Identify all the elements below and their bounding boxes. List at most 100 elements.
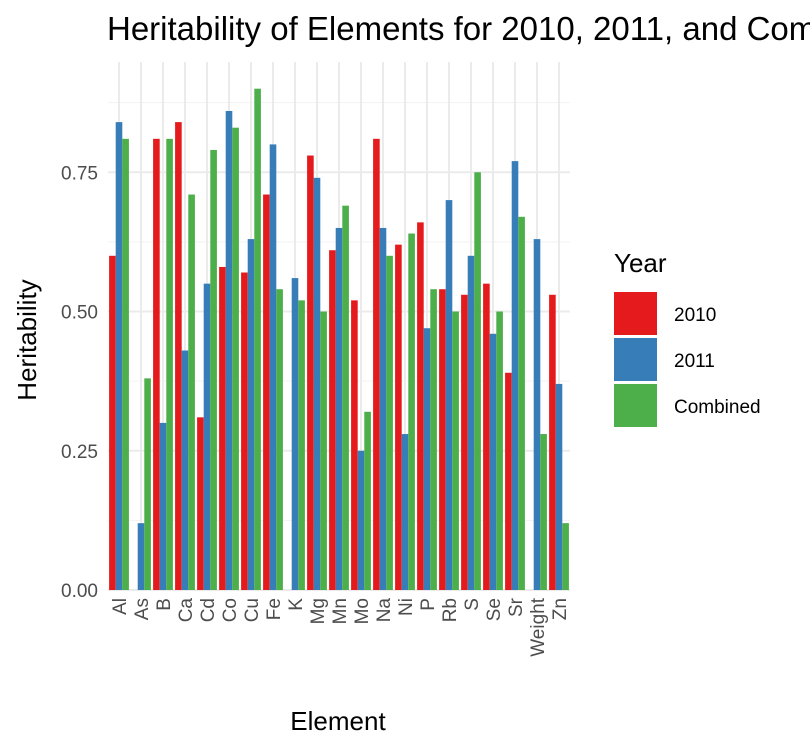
bar-mg-combined — [320, 311, 327, 590]
bar-fe-2011 — [269, 144, 277, 590]
bar-mg-2010 — [307, 155, 314, 591]
x-tick-label: Ca — [176, 598, 197, 623]
bar-mn-2011 — [335, 227, 343, 590]
bar-cd-2010 — [197, 417, 204, 590]
x-tick-label: Se — [484, 598, 505, 621]
bar-cd-2011 — [203, 283, 211, 590]
bar-fe-combined — [276, 289, 283, 590]
bar-sr-2010 — [505, 372, 512, 590]
bar-al-combined — [122, 138, 129, 590]
x-tick-label: Al — [110, 598, 131, 615]
x-tick-label: Na — [374, 598, 395, 623]
bar-rb-combined — [452, 311, 459, 590]
x-tick-label: K — [286, 598, 307, 611]
bar-sr-combined — [518, 216, 525, 590]
bar-na-combined — [386, 255, 393, 591]
bar-mn-2010 — [329, 250, 336, 591]
bar-cu-2010 — [241, 272, 248, 590]
bar-mo-combined — [364, 411, 371, 590]
bar-weight-2011 — [533, 239, 541, 590]
y-tick-label: 0.00 — [61, 581, 98, 602]
x-tick-label: Mg — [308, 598, 329, 624]
y-axis-title: Heritability — [12, 279, 42, 400]
bar-ca-2011 — [181, 350, 189, 590]
bar-mg-2011 — [313, 177, 321, 590]
x-tick-label: Weight — [528, 597, 549, 657]
legend: Year 2010 2011 Combined — [614, 248, 761, 427]
bar-na-2010 — [373, 138, 380, 590]
bar-as-combined — [144, 378, 151, 590]
y-tick-label: 0.25 — [61, 442, 98, 463]
bar-zn-2010 — [549, 294, 556, 590]
x-tick-label: Cd — [198, 598, 219, 622]
bar-ca-combined — [188, 194, 195, 590]
bar-k-2011 — [291, 278, 299, 590]
bar-cu-combined — [254, 88, 261, 590]
bar-b-2010 — [153, 138, 160, 590]
bar-se-combined — [496, 311, 503, 590]
legend-key-2011 — [614, 338, 657, 381]
legend-label-2010: 2010 — [674, 305, 716, 326]
bar-ca-2010 — [175, 122, 182, 591]
y-axis-ticks: 0.00 0.25 0.50 0.75 — [61, 163, 98, 602]
x-tick-label: Rb — [440, 598, 461, 622]
legend-key-2010 — [614, 292, 657, 335]
legend-key-combined — [614, 384, 657, 427]
chart-title: Heritability of Elements for 2010, 2011,… — [107, 10, 810, 47]
bar-p-combined — [430, 289, 437, 590]
bar-al-2010 — [109, 255, 116, 591]
bar-ni-combined — [408, 233, 415, 590]
x-tick-label: Ni — [396, 598, 417, 616]
bar-zn-combined — [562, 523, 569, 590]
bar-ni-2010 — [395, 244, 402, 590]
bar-mo-2010 — [351, 300, 358, 590]
legend-title: Year — [614, 248, 667, 278]
y-tick-label: 0.50 — [61, 303, 98, 324]
x-axis-ticks: Al As B Ca Cd Co Cu Fe K Mg Mn Mo Na Ni P Rb S Se Sr Weight… — [110, 597, 571, 657]
bar-mn-combined — [342, 205, 349, 591]
x-tick-label: Co — [220, 598, 241, 622]
x-tick-label: Cu — [242, 598, 263, 622]
bar-co-2010 — [219, 266, 226, 590]
bar-na-2011 — [379, 227, 387, 590]
x-tick-label: Sr — [506, 597, 527, 617]
bar-al-2011 — [115, 122, 123, 591]
bar-s-combined — [474, 172, 481, 590]
legend-label-combined: Combined — [674, 397, 761, 418]
x-tick-label: Mo — [352, 598, 373, 624]
bar-fe-2010 — [263, 194, 270, 590]
x-tick-label: Mn — [330, 598, 351, 624]
bar-b-combined — [166, 138, 173, 590]
legend-label-2011: 2011 — [674, 351, 715, 372]
bar-se-2011 — [489, 333, 497, 590]
bar-rb-2011 — [445, 200, 453, 590]
bar-weight-combined — [540, 434, 547, 590]
bars-group — [109, 88, 569, 591]
y-tick-label: 0.75 — [61, 163, 98, 184]
bar-s-2010 — [461, 294, 468, 590]
x-tick-label: B — [154, 598, 175, 611]
bar-cd-combined — [210, 149, 217, 590]
bar-p-2010 — [417, 222, 424, 590]
x-axis-title: Element — [290, 706, 386, 736]
bar-co-combined — [232, 127, 239, 590]
bar-ni-2011 — [401, 434, 409, 590]
bar-rb-2010 — [439, 289, 446, 590]
bar-zn-2011 — [555, 383, 563, 590]
x-tick-label: Zn — [550, 598, 571, 620]
bar-mo-2011 — [357, 450, 365, 590]
bar-se-2010 — [483, 283, 490, 590]
bar-s-2011 — [467, 255, 475, 591]
bar-as-2011 — [137, 523, 145, 590]
bar-b-2011 — [159, 422, 167, 590]
x-tick-label: P — [418, 598, 439, 611]
bar-p-2011 — [423, 328, 431, 590]
bar-sr-2011 — [511, 161, 519, 591]
bar-cu-2011 — [247, 239, 255, 590]
bar-k-combined — [298, 300, 305, 590]
x-tick-label: S — [462, 598, 483, 611]
bar-co-2011 — [225, 110, 233, 590]
x-tick-label: Fe — [264, 598, 285, 620]
x-tick-label: As — [132, 598, 153, 620]
